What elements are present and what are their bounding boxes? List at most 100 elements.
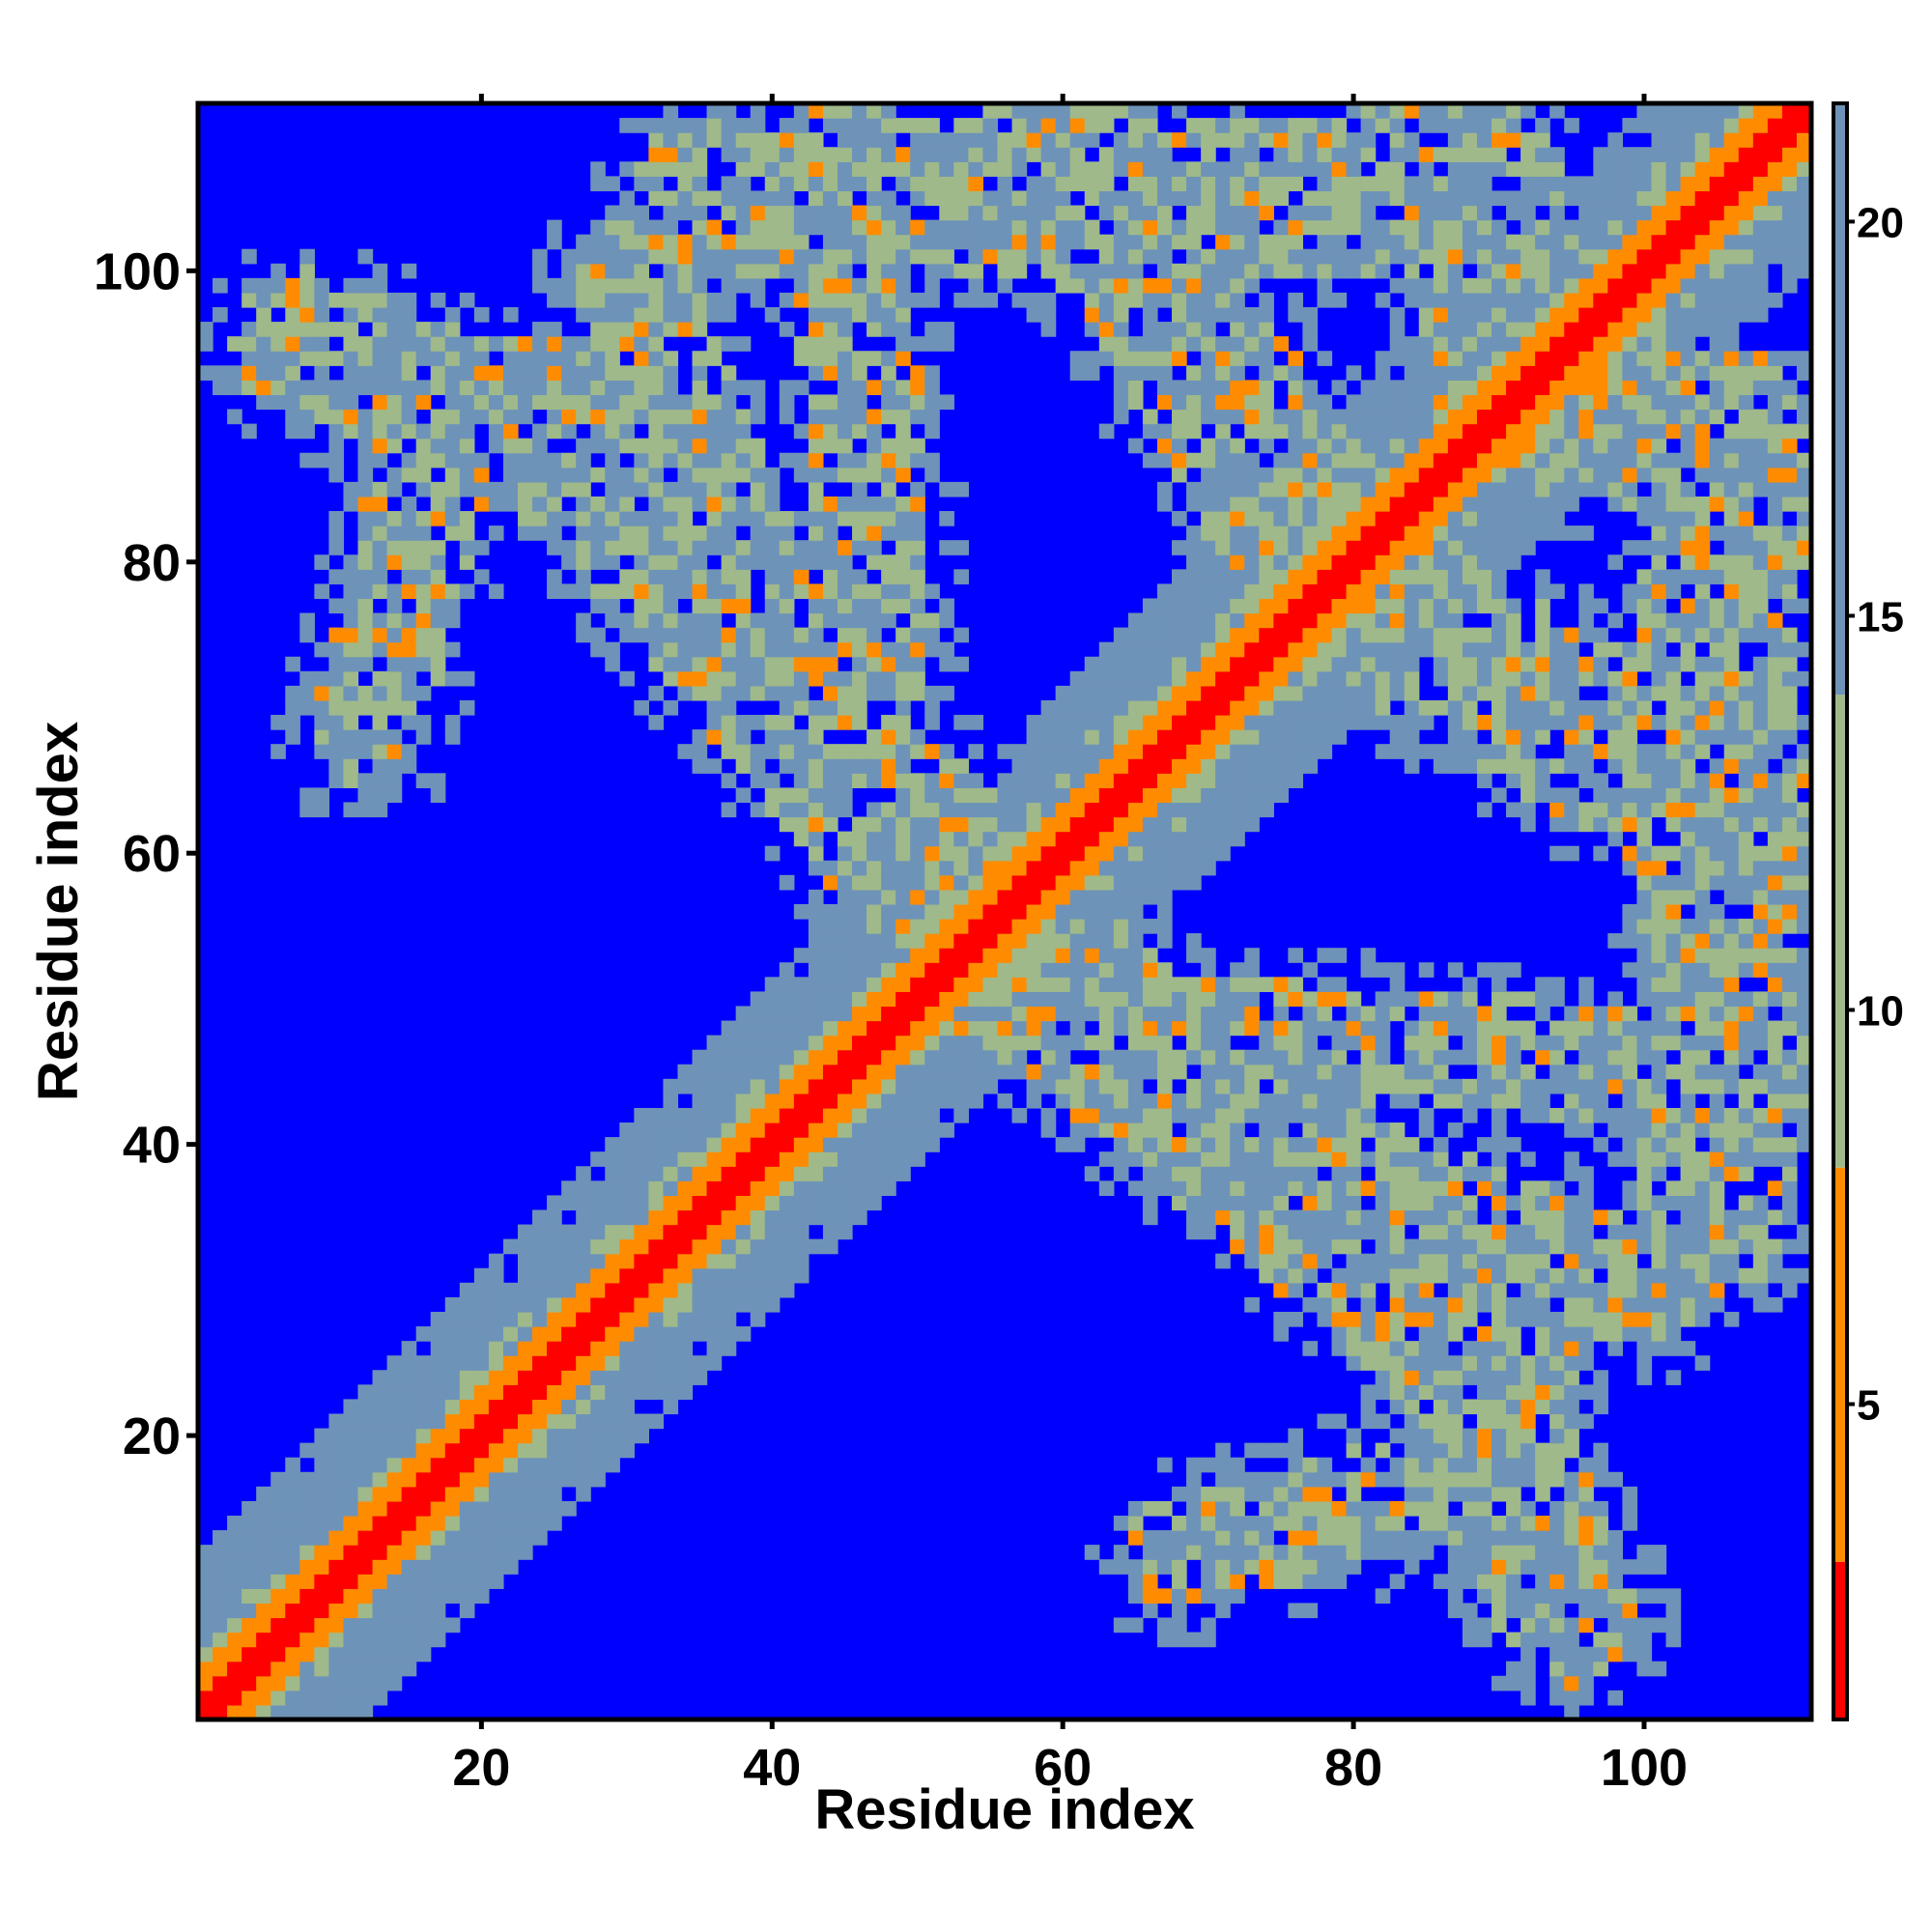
- heatmap-cell: [415, 351, 432, 366]
- heatmap-cell: [444, 438, 461, 454]
- heatmap-cell: [1186, 481, 1202, 497]
- heatmap-cell: [1011, 787, 1028, 804]
- heatmap-cell: [1273, 1267, 1289, 1284]
- heatmap-cell: [939, 161, 954, 177]
- heatmap-cell: [1142, 1151, 1158, 1167]
- heatmap-cell: [444, 1442, 461, 1459]
- heatmap-cell: [692, 161, 708, 177]
- heatmap-cell: [1011, 816, 1028, 833]
- heatmap-cell: [357, 248, 374, 265]
- heatmap-cell: [502, 481, 519, 497]
- heatmap-cell: [1476, 1341, 1492, 1356]
- heatmap-cell: [343, 1486, 359, 1502]
- heatmap-cell: [488, 1253, 504, 1269]
- heatmap-cell: [1215, 715, 1231, 730]
- heatmap-cell: [590, 540, 606, 555]
- heatmap-cell: [677, 409, 694, 425]
- heatmap-cell: [1156, 1078, 1173, 1094]
- heatmap-cell: [822, 248, 838, 265]
- heatmap-cell: [953, 234, 969, 250]
- heatmap-cell: [1142, 147, 1158, 162]
- heatmap-cell: [706, 118, 723, 133]
- heatmap-cell: [1375, 670, 1391, 687]
- heatmap-cell: [1113, 729, 1129, 745]
- heatmap-cell: [1186, 248, 1202, 265]
- heatmap-cell: [1433, 1399, 1449, 1415]
- heatmap-cell: [372, 380, 388, 396]
- heatmap-cell: [1244, 991, 1260, 1008]
- heatmap-cell: [1404, 1049, 1420, 1065]
- heatmap-cell: [1331, 496, 1348, 512]
- heatmap-cell: [1302, 991, 1319, 1008]
- heatmap-cell: [706, 685, 723, 701]
- heatmap-cell: [547, 1355, 562, 1371]
- heatmap-cell: [1055, 118, 1071, 133]
- heatmap-cell: [735, 1253, 752, 1269]
- heatmap-cell: [1055, 962, 1071, 978]
- heatmap-cell: [692, 219, 708, 236]
- heatmap-cell: [576, 511, 591, 526]
- heatmap-cell: [822, 1209, 838, 1226]
- heatmap-cell: [837, 802, 853, 818]
- heatmap-cell: [939, 176, 954, 192]
- heatmap-cell: [1142, 1180, 1158, 1196]
- heatmap-cell: [1215, 1166, 1231, 1181]
- heatmap-cell: [634, 511, 649, 526]
- heatmap-cell: [634, 1166, 649, 1181]
- heatmap-cell: [590, 307, 606, 323]
- heatmap-cell: [764, 1122, 781, 1138]
- heatmap-cell: [1011, 147, 1028, 162]
- heatmap-cell: [1230, 729, 1245, 745]
- heatmap-cell: [1476, 118, 1492, 133]
- heatmap-cell: [837, 190, 853, 207]
- heatmap-cell: [1040, 118, 1057, 133]
- heatmap-cell: [663, 1180, 679, 1196]
- heatmap-cell: [1127, 1574, 1144, 1589]
- heatmap-cell: [1462, 554, 1478, 570]
- heatmap-cell: [386, 1646, 403, 1662]
- heatmap-cell: [910, 248, 925, 265]
- heatmap-cell: [1433, 670, 1449, 687]
- heatmap-cell: [1244, 670, 1260, 687]
- heatmap-cell: [852, 1180, 867, 1196]
- heatmap-cell: [502, 1384, 519, 1401]
- heatmap-cell: [1215, 351, 1231, 366]
- heatmap-cell: [663, 1224, 679, 1240]
- heatmap-cell: [648, 1355, 665, 1371]
- heatmap-cell: [663, 481, 679, 497]
- heatmap-cell: [1201, 511, 1216, 526]
- heatmap-cell: [1346, 1267, 1362, 1284]
- heatmap-cell: [1172, 176, 1187, 192]
- heatmap-cell: [867, 1078, 882, 1094]
- heatmap-cell: [1447, 1020, 1463, 1037]
- heatmap-cell: [968, 977, 984, 992]
- heatmap-cell: [1142, 641, 1158, 658]
- heatmap-cell: [721, 685, 737, 701]
- heatmap-cell: [386, 1399, 403, 1415]
- heatmap-cell: [1230, 627, 1245, 643]
- heatmap-cell: [953, 627, 969, 643]
- heatmap-cell: [982, 161, 999, 177]
- heatmap-cell: [1418, 569, 1435, 584]
- heatmap-cell: [1098, 190, 1115, 207]
- heatmap-cell: [372, 511, 388, 526]
- heatmap-cell: [634, 699, 649, 716]
- heatmap-cell: [1418, 1151, 1435, 1167]
- heatmap-cell: [372, 496, 388, 512]
- heatmap-cell: [1346, 583, 1362, 600]
- heatmap-cell: [1098, 787, 1115, 804]
- heatmap-cell: [270, 380, 286, 396]
- heatmap-cell: [1346, 1515, 1362, 1531]
- heatmap-cell: [852, 860, 867, 876]
- heatmap-cell: [1142, 1035, 1158, 1051]
- heatmap-cell: [242, 1559, 257, 1575]
- heatmap-cell: [1142, 1500, 1158, 1517]
- heatmap-cell: [532, 1399, 548, 1415]
- heatmap-cell: [1230, 787, 1245, 804]
- heatmap-cell: [256, 1545, 271, 1560]
- heatmap-cell: [1404, 1413, 1420, 1430]
- heatmap-cell: [1346, 438, 1362, 454]
- heatmap-cell: [430, 1442, 446, 1459]
- heatmap-cell: [1404, 699, 1420, 716]
- heatmap-cell: [372, 1384, 388, 1401]
